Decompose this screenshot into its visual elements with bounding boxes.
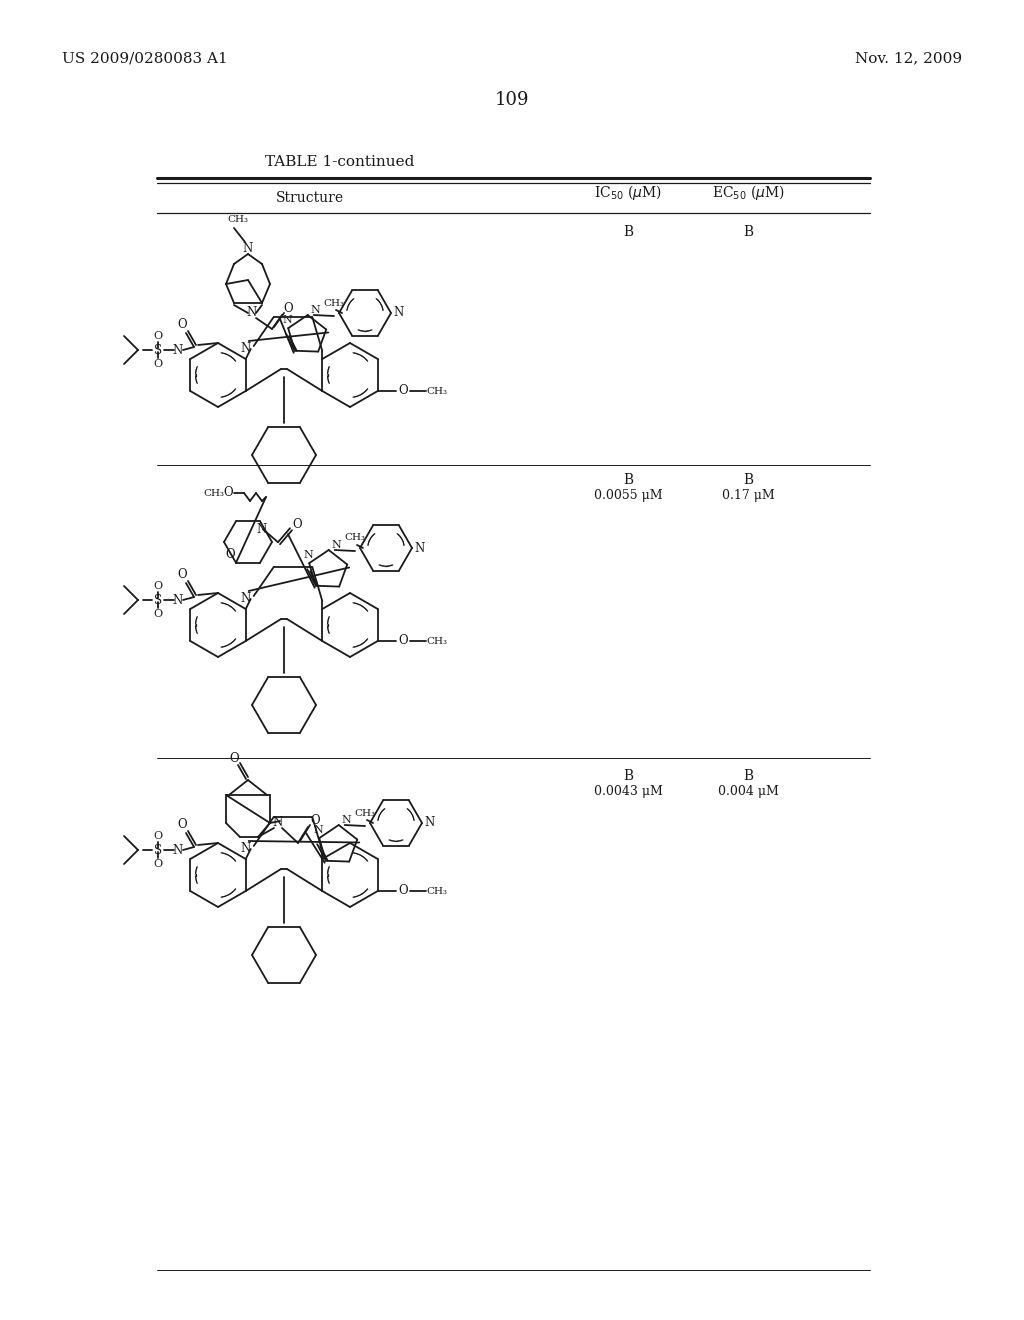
Text: O: O [154,832,163,841]
Text: O: O [398,635,408,648]
Text: N: N [415,541,425,554]
Text: S: S [154,594,162,606]
Text: O: O [154,331,163,341]
Text: CH₃: CH₃ [426,636,447,645]
Text: EC$_{50}$ ($\mu$M): EC$_{50}$ ($\mu$M) [712,182,784,202]
Text: N: N [272,817,283,829]
Text: N: N [332,540,342,550]
Text: Nov. 12, 2009: Nov. 12, 2009 [855,51,962,65]
Text: 0.004 μM: 0.004 μM [718,784,778,797]
Text: O: O [284,302,293,315]
Text: US 2009/0280083 A1: US 2009/0280083 A1 [62,51,227,65]
Text: O: O [177,318,186,331]
Text: N: N [173,343,183,356]
Text: O: O [398,384,408,397]
Text: N: N [311,305,321,315]
Text: N: N [303,550,313,560]
Text: 0.17 μM: 0.17 μM [722,490,774,503]
Text: N: N [342,814,351,825]
Text: O: O [154,859,163,869]
Text: B: B [623,473,633,487]
Text: N: N [173,843,183,857]
Text: N: N [425,817,435,829]
Text: CH₃: CH₃ [426,887,447,895]
Text: O: O [229,752,239,766]
Text: O: O [225,548,234,561]
Text: O: O [177,818,186,832]
Text: S: S [154,843,162,857]
Text: N: N [247,306,257,319]
Text: CH₃: CH₃ [204,488,224,498]
Text: 0.0055 μM: 0.0055 μM [594,490,663,503]
Text: N: N [241,842,251,855]
Text: CH₃: CH₃ [426,387,447,396]
Text: 0.0043 μM: 0.0043 μM [594,784,663,797]
Text: TABLE 1-continued: TABLE 1-continued [265,154,415,169]
Text: O: O [154,359,163,370]
Text: B: B [743,770,753,783]
Text: S: S [154,343,162,356]
Text: CH₃: CH₃ [354,808,376,817]
Text: N: N [394,306,404,319]
Text: O: O [177,569,186,582]
Text: N: N [313,825,324,836]
Text: O: O [310,814,319,828]
Text: N: N [257,523,267,536]
Text: CH₃: CH₃ [344,533,366,543]
Text: Structure: Structure [275,191,344,205]
Text: N: N [173,594,183,606]
Text: B: B [743,473,753,487]
Text: O: O [223,487,232,499]
Text: O: O [292,517,302,531]
Text: O: O [154,581,163,591]
Text: O: O [154,609,163,619]
Text: N: N [283,315,292,325]
Text: B: B [623,224,633,239]
Text: N: N [241,593,251,606]
Text: O: O [398,884,408,898]
Text: CH₃: CH₃ [227,215,249,224]
Text: N: N [241,342,251,355]
Text: IC$_{50}$ ($\mu$M): IC$_{50}$ ($\mu$M) [594,182,663,202]
Text: B: B [623,770,633,783]
Text: B: B [743,224,753,239]
Text: CH₃: CH₃ [324,298,344,308]
Text: 109: 109 [495,91,529,110]
Text: N: N [243,242,253,255]
